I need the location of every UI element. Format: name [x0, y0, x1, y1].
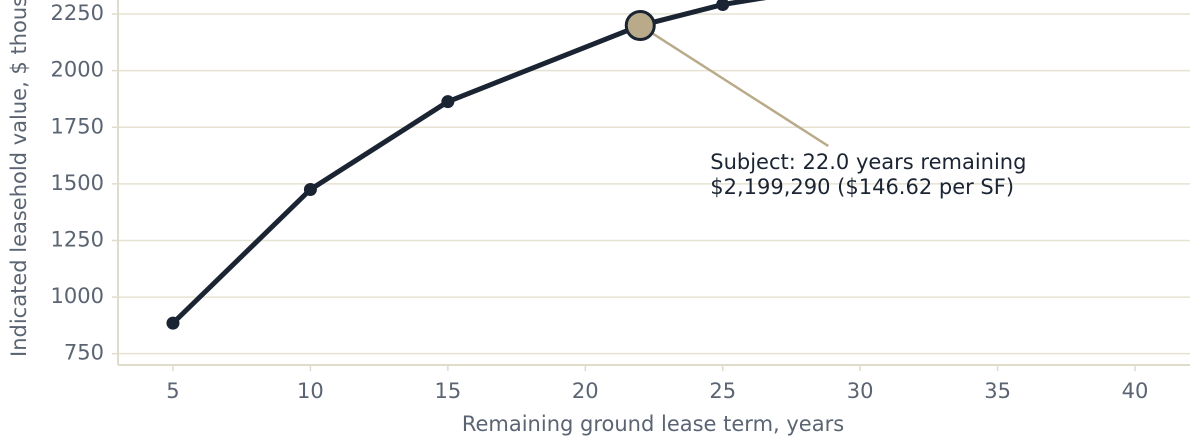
x-tick-label: 5: [166, 379, 179, 403]
data-point: [441, 95, 455, 109]
x-tick-label: 15: [434, 379, 461, 403]
x-tick-label: 25: [709, 379, 736, 403]
data-point: [716, 0, 730, 12]
data-point: [303, 183, 317, 197]
y-tick-label: 2250: [51, 1, 104, 25]
x-tick-label: 20: [572, 379, 599, 403]
y-tick-label: 1750: [51, 114, 104, 138]
subject-marker: [624, 10, 656, 42]
x-tick-label: 10: [297, 379, 324, 403]
data-point: [166, 316, 180, 330]
y-axis-label: Indicated leasehold value, $ thousands: [7, 0, 31, 357]
plot-area: [166, 0, 767, 330]
annotation-leader: [639, 24, 829, 148]
x-tick-label: 30: [847, 379, 874, 403]
y-tick-label: 1250: [51, 227, 104, 251]
annotation-text: $2,199,290 ($146.62 per SF): [710, 175, 1014, 199]
y-tick-label: 2000: [51, 58, 104, 82]
x-tick-label: 35: [984, 379, 1011, 403]
grid: [118, 13, 1190, 355]
x-axis-label: Remaining ground lease term, years: [462, 412, 844, 436]
series-line: [171, 0, 767, 325]
y-tick-label: 1500: [51, 171, 104, 195]
y-tick-label: 750: [64, 341, 104, 365]
x-tick-label: 40: [1122, 379, 1149, 403]
annotation-text: Subject: 22.0 years remaining: [710, 150, 1026, 174]
y-tick-label: 1000: [51, 284, 104, 308]
